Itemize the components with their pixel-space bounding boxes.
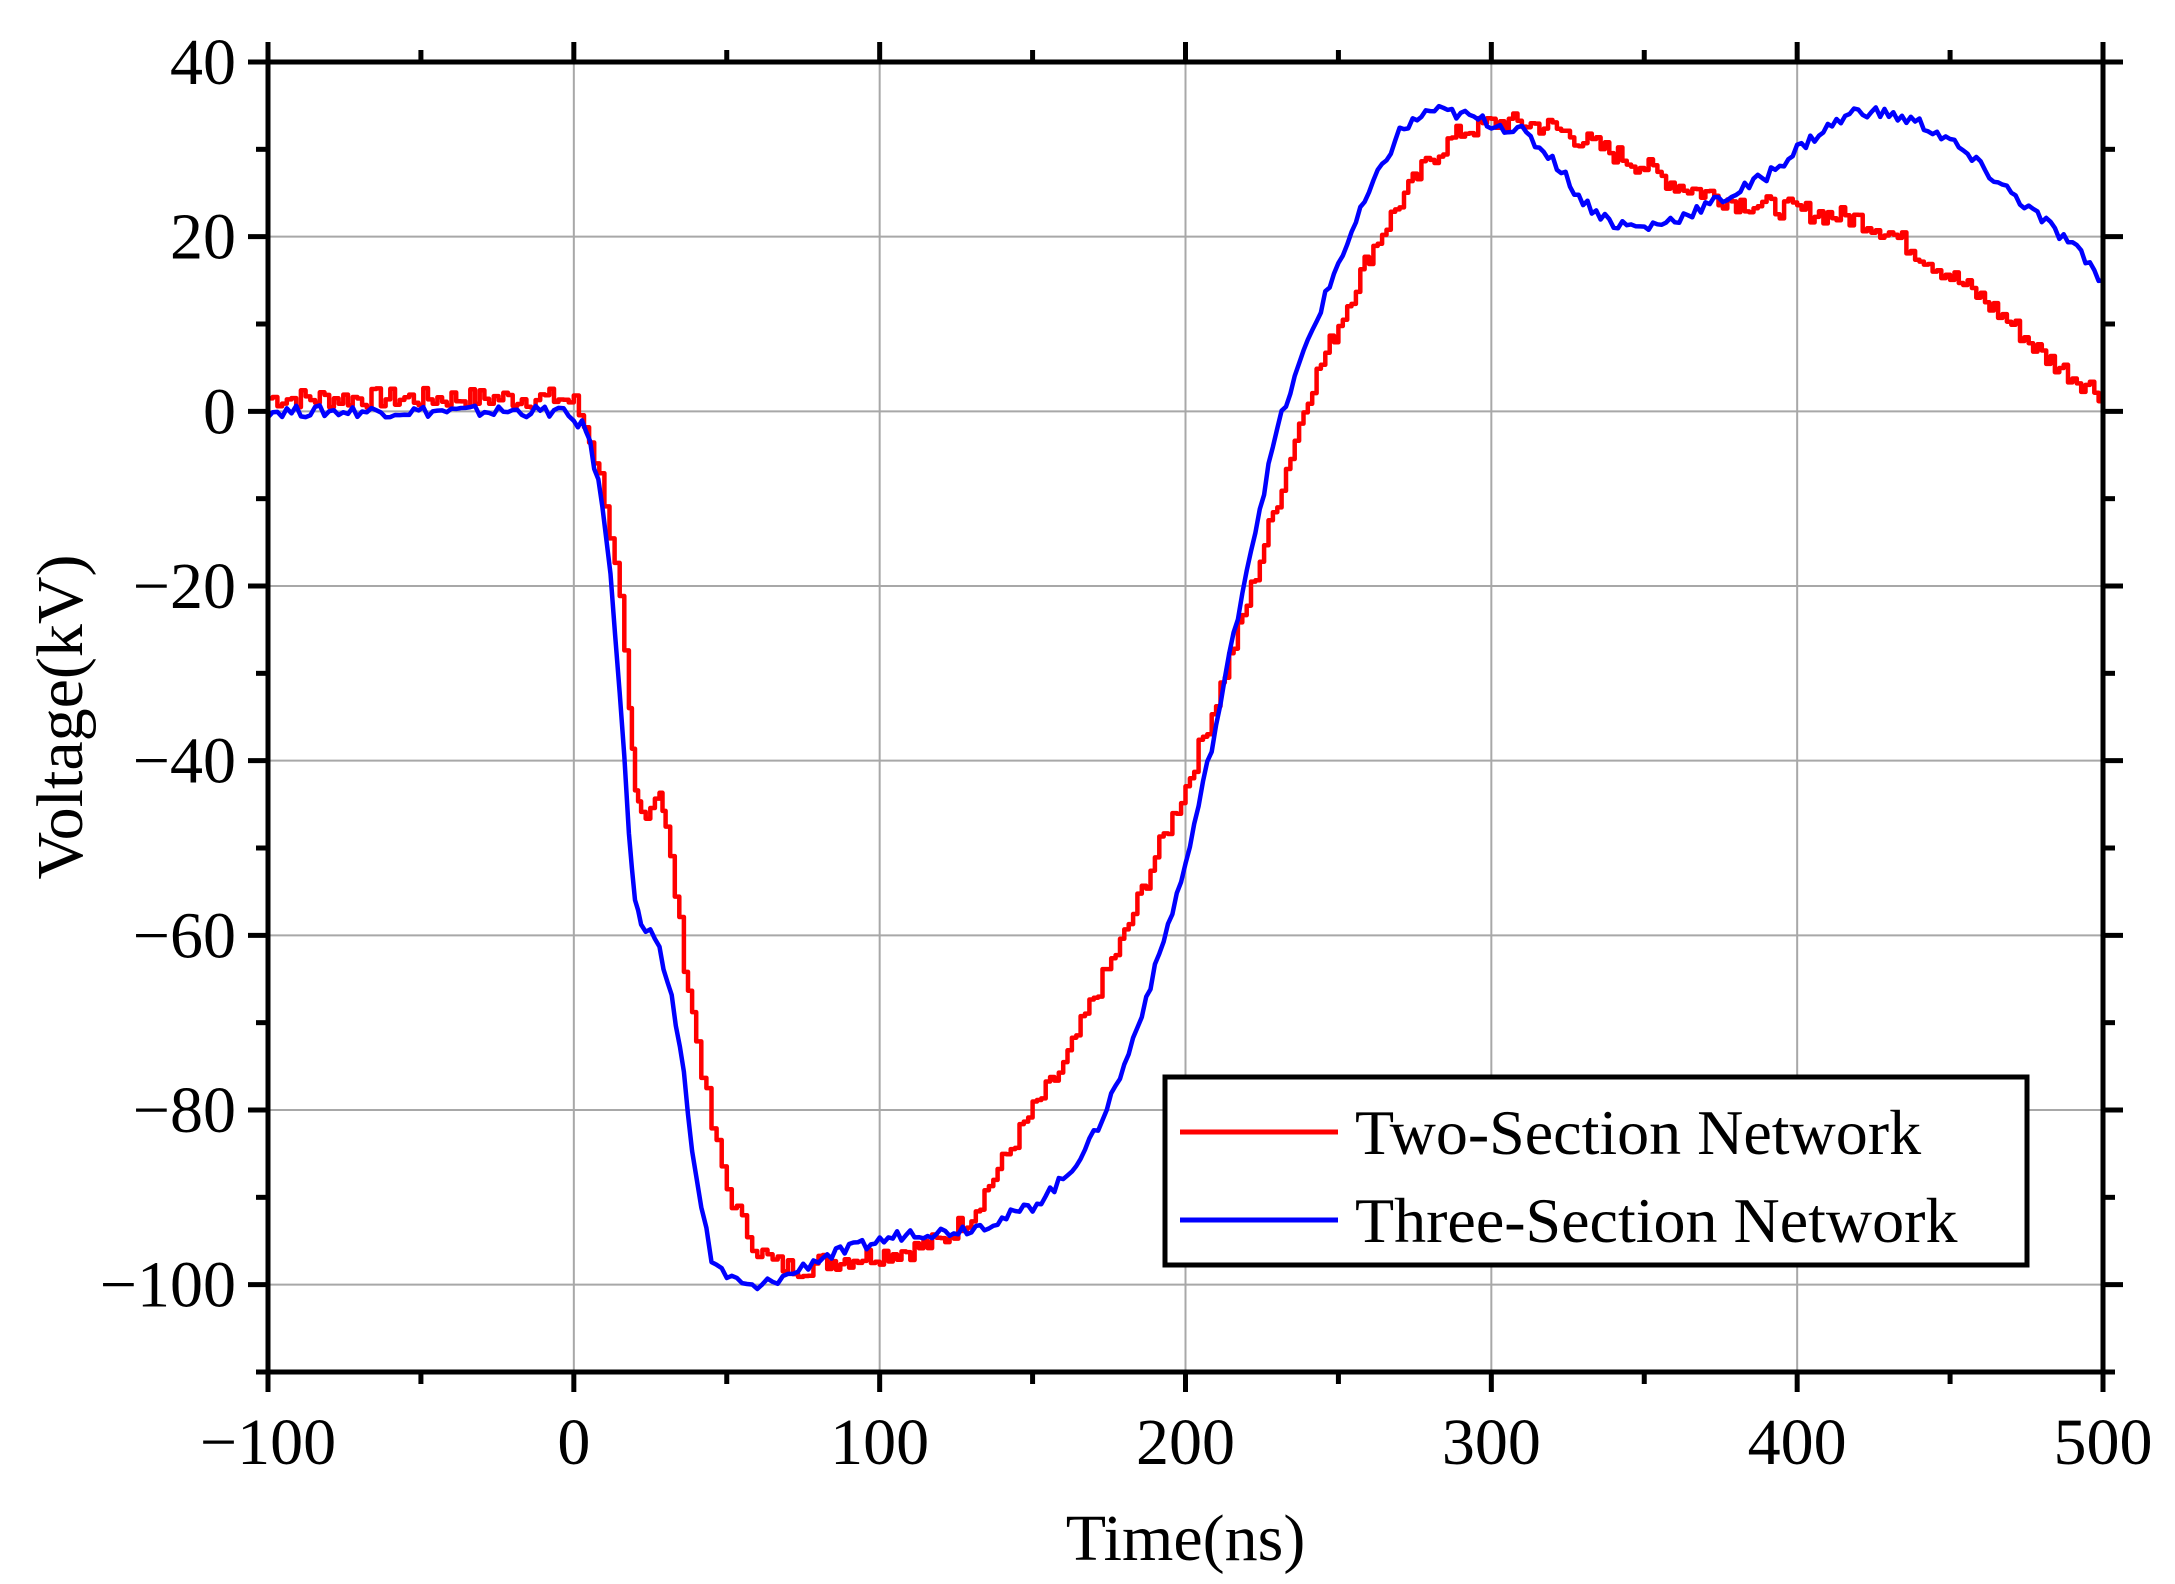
series-line-three-section: [268, 103, 2103, 1292]
series-line-two-section: [268, 111, 2103, 1280]
legend-label-three-section: Three-Section Network: [1355, 1185, 1957, 1256]
legend: Two-Section Network Three-Section Networ…: [1162, 1074, 2030, 1268]
axis-ticks: [248, 42, 2123, 1392]
x-axis-title: Time(ns): [1066, 1502, 1306, 1575]
x-tick-label: 200: [1136, 1406, 1235, 1479]
y-tick-label: 0: [203, 375, 236, 448]
legend-box: [1162, 1074, 2030, 1268]
y-tick-label: 40: [170, 26, 236, 99]
y-tick-label: −20: [133, 550, 236, 623]
y-tick-label: 20: [170, 201, 236, 274]
tick-labels: −100 0 100 200 300 400 500 −100 −80 −60 −40 −20 0 20 4…: [100, 26, 2153, 1479]
x-tick-label: 500: [2054, 1406, 2153, 1479]
legend-label-two-section: Two-Section Network: [1355, 1097, 1921, 1168]
x-tick-label: −100: [200, 1406, 336, 1479]
y-tick-label: −100: [100, 1249, 236, 1322]
x-tick-label: 300: [1442, 1406, 1541, 1479]
y-axis-title: Voltage(kV): [24, 554, 97, 879]
y-tick-label: −80: [133, 1074, 236, 1147]
y-tick-label: −60: [133, 899, 236, 972]
y-tick-label: −40: [133, 725, 236, 798]
x-tick-label: 400: [1748, 1406, 1847, 1479]
x-tick-label: 0: [557, 1406, 590, 1479]
x-tick-label: 100: [830, 1406, 929, 1479]
grid-lines: [268, 62, 2103, 1372]
